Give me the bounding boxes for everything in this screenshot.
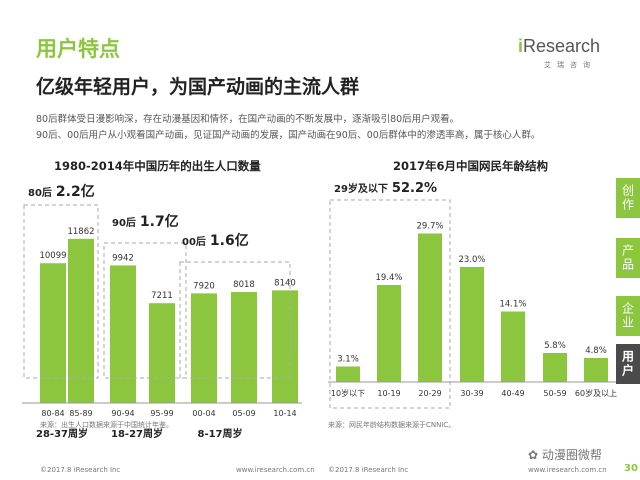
- age-chart-title: 2017年6月中国网民年龄结构: [393, 159, 549, 173]
- page-number: 30: [624, 463, 638, 474]
- group-box-under-29: [329, 199, 451, 409]
- x-tick-label: 50-59: [543, 389, 566, 398]
- footer-copyright-right: ©2017.8 iResearch Inc: [328, 466, 409, 474]
- callout-under-29: 29岁及以下 52.2%: [334, 181, 437, 196]
- bar-value-label: 19.4%: [375, 273, 402, 283]
- description-line-1: 80后群体受日漫影响深，存在动漫基因和情怀，在国产动画的不断发展中，逐渐吸引80…: [36, 114, 460, 125]
- group-box-2: [179, 261, 291, 379]
- bar-value-label: 5.8%: [544, 341, 566, 351]
- birth-chart-title: 1980-2014年中国历年的出生人口数量: [54, 159, 261, 173]
- watermark: ✿ 动漫圈微帮: [528, 448, 602, 462]
- bar-50-59: [543, 353, 567, 382]
- bar-10岁以下: [336, 366, 360, 382]
- bar-10-14: [272, 290, 298, 403]
- bar-value-label: 4.8%: [585, 346, 607, 356]
- x-tick-label: 20-29: [418, 389, 441, 398]
- x-tick-label: 40-49: [501, 389, 524, 398]
- x-tick-label: 90-94: [111, 409, 134, 418]
- bar-value-label: 7920: [193, 281, 215, 291]
- description-line-2: 90后、00后用户从小观看国产动画，见证国产动画的发展，国产动画在90后、00后…: [36, 130, 541, 141]
- footer-url-right: www.iresearch.com.cn: [528, 466, 607, 474]
- bar-value-label: 9942: [112, 253, 134, 263]
- bar-value-label: 8018: [233, 280, 255, 290]
- bar-value-label: 3.1%: [337, 355, 359, 365]
- logo-subtitle: 艾瑞咨询: [544, 61, 596, 69]
- iresearch-logo: iResearch: [517, 36, 600, 56]
- x-tick-label: 80-84: [41, 409, 64, 418]
- sidebar-item-enterprise[interactable]: 企业: [616, 296, 640, 336]
- birth-chart-source: 来源：出生人口数据来源于中国统计年鉴。: [40, 421, 173, 429]
- group-box-1: [103, 242, 187, 379]
- sidebar-item-users[interactable]: 用户: [616, 344, 640, 384]
- callout-value: 52.2%: [392, 181, 437, 196]
- x-tick-label: 60岁及以上: [575, 388, 617, 398]
- group-label: 8-17周岁: [197, 427, 242, 440]
- sidebar-item-product[interactable]: 产品: [616, 238, 640, 278]
- x-tick-label: 30-39: [460, 389, 483, 398]
- bar-value-label: 23.0%: [458, 255, 485, 265]
- bar-value-label: 7211: [151, 291, 173, 301]
- x-tick-label: 10-19: [377, 389, 400, 398]
- age-chart-source: 来源：网民年龄结构数据来源于CNNIC。: [328, 421, 456, 429]
- group-label: 18-27周岁: [111, 427, 163, 440]
- bar-20-29: [418, 233, 442, 382]
- callout-value: 2.2亿: [56, 183, 95, 200]
- page-headline: 亿级年轻用户，为国产动画的主流人群: [36, 76, 360, 98]
- x-tick-label: 95-99: [150, 409, 173, 418]
- bar-10-19: [377, 285, 401, 382]
- birth-population-chart: 10099 11862 9942 7211 7920 8018 8140 80-84 85-89…: [22, 183, 302, 440]
- bar-value-label: 10099: [39, 251, 66, 261]
- x-tick-label: 10-14: [273, 409, 296, 418]
- bar-value-label: 14.1%: [499, 300, 526, 310]
- netizen-age-chart: 3.1% 19.4% 29.7% 23.0% 14.1% 5.8% 4.8% 10岁以下 10-…: [328, 181, 617, 409]
- bar-value-label: 8140: [274, 278, 296, 288]
- footer-copyright: ©2017.8 iResearch Inc: [40, 466, 121, 474]
- bar-00-04: [191, 293, 217, 403]
- callout-0: 80后 2.2亿: [28, 183, 95, 200]
- callout-prefix: 00后: [182, 235, 206, 248]
- x-tick-label: 00-04: [192, 409, 215, 418]
- bar-95-99: [149, 303, 175, 403]
- x-tick-label: 10岁以下: [331, 388, 365, 398]
- group-box-0: [23, 204, 99, 379]
- callout-value: 1.7亿: [140, 213, 179, 230]
- bar-60岁及以上: [584, 358, 608, 382]
- bar-40-49: [501, 311, 525, 382]
- callout-prefix: 80后: [28, 186, 52, 199]
- callout-1: 90后 1.7亿: [112, 213, 179, 230]
- sidebar-item-creation[interactable]: 创作: [616, 178, 640, 218]
- bar-value-label: 11862: [67, 227, 94, 237]
- bar-85-89: [68, 238, 94, 403]
- bar-90-94: [110, 265, 136, 403]
- page-title: 用户特点: [36, 37, 120, 61]
- group-label: 28-37周岁: [36, 427, 88, 440]
- bar-value-label: 29.7%: [416, 222, 443, 232]
- bar-05-09: [231, 292, 257, 403]
- bar-80-84: [40, 263, 66, 403]
- bar-30-39: [460, 267, 484, 382]
- callout-prefix: 29岁及以下: [334, 182, 388, 195]
- callout-value: 1.6亿: [210, 232, 249, 249]
- x-tick-label: 85-89: [69, 409, 92, 418]
- footer-url-left: www.iresearch.com.cn: [236, 466, 315, 474]
- callout-2: 00后 1.6亿: [182, 232, 249, 249]
- callout-prefix: 90后: [112, 216, 136, 229]
- x-tick-label: 05-09: [232, 409, 255, 418]
